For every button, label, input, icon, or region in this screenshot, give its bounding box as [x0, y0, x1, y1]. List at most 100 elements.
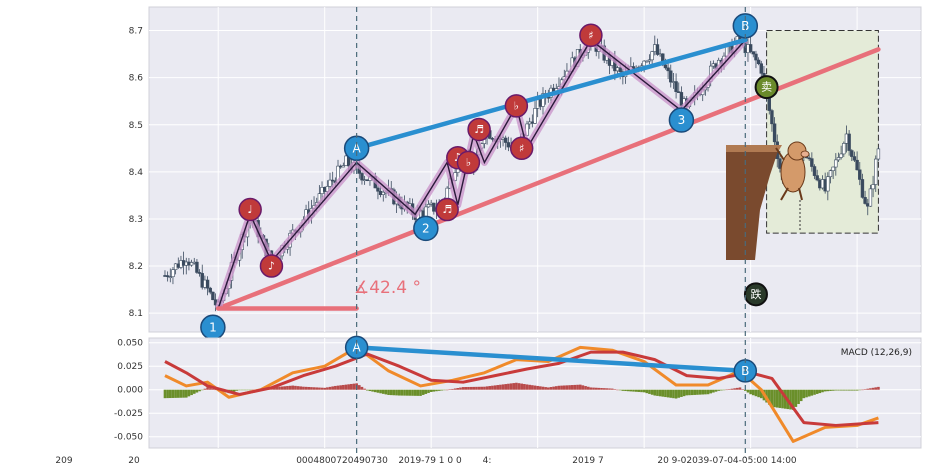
- histogram-bar: [507, 383, 510, 390]
- histogram-bar: [733, 388, 736, 390]
- histogram-bar: [861, 389, 864, 391]
- candle-body: [171, 269, 175, 278]
- histogram-bar: [674, 389, 678, 399]
- histogram-bar: [192, 389, 196, 394]
- histogram-bar: [182, 389, 185, 398]
- histogram-bar: [778, 389, 782, 408]
- candle-body: [850, 150, 854, 157]
- candle-body: [863, 197, 867, 204]
- histogram-bar: [810, 389, 814, 396]
- histogram-bar: [368, 389, 372, 392]
- angle-label: ∡42.4 °: [354, 278, 421, 298]
- histogram-bar: [214, 389, 217, 391]
- histogram-bar: [610, 388, 614, 390]
- histogram-bar: [523, 384, 526, 390]
- histogram-bar: [823, 389, 827, 392]
- x-tick-label: 4:: [483, 456, 492, 466]
- candle-body: [847, 133, 851, 151]
- candle-body: [756, 59, 761, 65]
- candle-body: [165, 275, 170, 278]
- vertical-markers: [356, 7, 746, 458]
- histogram-bar: [664, 389, 667, 398]
- histogram-bar: [791, 389, 795, 410]
- note-marker: [504, 94, 529, 118]
- forecast-box: [766, 30, 879, 234]
- histogram-bar: [562, 385, 566, 390]
- candle-body: [839, 153, 843, 158]
- candle-body: [504, 137, 508, 143]
- histogram-bar: [600, 388, 603, 390]
- resistance-line: [354, 37, 748, 151]
- histogram-bar: [549, 387, 553, 390]
- histogram-bar: [176, 389, 180, 398]
- histogram-bar: [310, 387, 313, 390]
- histogram-bar: [536, 385, 539, 390]
- histogram-bar: [605, 388, 609, 390]
- histogram-bar: [834, 389, 838, 391]
- histogram-bar: [238, 389, 241, 391]
- candle-body: [376, 187, 380, 192]
- note-marker-label: ♯: [588, 29, 593, 42]
- histogram-bar: [203, 388, 207, 390]
- histogram-bar: [195, 389, 199, 393]
- histogram-bar: [701, 389, 705, 395]
- histogram-bar: [829, 389, 832, 391]
- candle-body: [650, 51, 654, 61]
- candle-body: [341, 165, 346, 168]
- note-marker-label: ♭: [466, 156, 471, 169]
- histogram-bar: [456, 388, 460, 390]
- macd-marker-label: A: [353, 340, 362, 354]
- histogram-bar: [174, 389, 177, 398]
- candle-body: [852, 156, 857, 161]
- histogram-bar: [358, 385, 361, 390]
- histogram-bar: [666, 389, 670, 398]
- resistance-trendline: [354, 37, 748, 151]
- histogram-bar: [278, 386, 281, 390]
- histogram-bar: [163, 389, 167, 399]
- histogram-bar: [722, 389, 726, 391]
- candle-body: [815, 175, 819, 181]
- histogram-bar: [272, 387, 276, 390]
- histogram-bar: [251, 389, 255, 391]
- histogram-bar: [424, 389, 428, 394]
- candle-body: [828, 170, 833, 178]
- histogram-bar: [586, 386, 590, 390]
- candle-body: [666, 67, 670, 72]
- histogram-bar: [435, 389, 438, 392]
- note-marker: [259, 254, 284, 278]
- x-axis: 209 20 0004800720490730 2019-79 1 0 0 4: 2019…: [55, 456, 797, 466]
- histogram-bar: [557, 385, 561, 390]
- candle-body: [748, 44, 753, 52]
- histogram-bar: [642, 389, 646, 393]
- macd-tick-label: 0.025: [117, 362, 143, 372]
- histogram-bar: [744, 389, 747, 391]
- histogram-bar: [533, 385, 537, 390]
- candle-body: [860, 179, 865, 198]
- x-tick-label: 209: [55, 456, 72, 466]
- histogram-bar: [288, 385, 292, 390]
- histogram-bar: [286, 386, 289, 390]
- candle-body: [645, 60, 649, 63]
- histogram-bar: [280, 386, 284, 390]
- macd-tick-label: -0.025: [114, 409, 143, 419]
- histogram-bar: [200, 389, 204, 391]
- histogram-bar: [714, 389, 718, 392]
- candle-body: [506, 142, 511, 148]
- candle-body: [330, 179, 335, 182]
- histogram-bar: [634, 389, 638, 392]
- histogram-bar: [759, 389, 763, 399]
- histogram-bar: [243, 389, 247, 391]
- histogram-bar: [168, 389, 172, 399]
- histogram-bar: [448, 389, 452, 390]
- histogram-bar: [704, 389, 707, 395]
- histogram-bar: [379, 389, 382, 394]
- cliff-illustration: [726, 145, 782, 260]
- histogram-bar: [405, 389, 409, 396]
- histogram-bar: [541, 386, 545, 390]
- histogram-bar: [770, 389, 774, 407]
- note-marker-label: ♬: [474, 123, 484, 136]
- histogram-bar: [320, 387, 324, 390]
- histogram-bar: [477, 386, 481, 390]
- candle-body: [647, 59, 652, 62]
- cliff-shape: [726, 145, 780, 260]
